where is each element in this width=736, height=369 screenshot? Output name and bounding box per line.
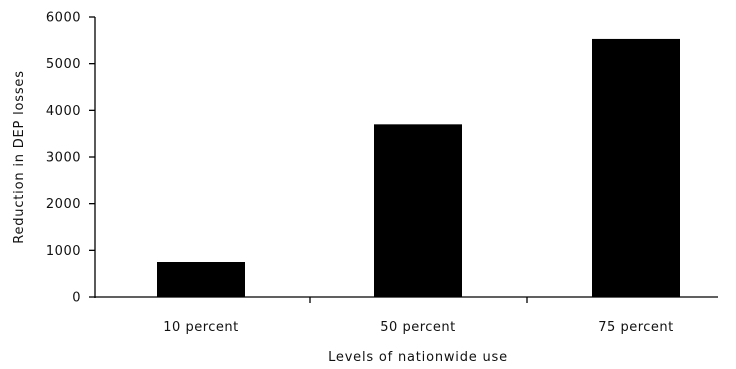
y-tick-label: 0 <box>72 291 81 306</box>
x-tick-label: 10 percent <box>163 320 238 335</box>
y-tick-label: 1000 <box>46 244 81 259</box>
y-tick-label: 3000 <box>46 151 81 166</box>
y-tick-label: 2000 <box>46 197 81 212</box>
y-tick-label: 4000 <box>46 104 81 119</box>
y-tick-label: 6000 <box>46 11 81 26</box>
y-tick-label: 5000 <box>46 57 81 72</box>
bars <box>157 38 680 297</box>
y-axis-label: Reduction in DEP losses <box>12 70 27 244</box>
x-axis: 10 percent 50 percent 75 percent <box>95 296 718 335</box>
y-axis: 0 1000 2000 3000 4000 5000 6000 <box>46 11 96 306</box>
x-axis-label: Levels of nationwide use <box>328 350 508 365</box>
x-tick-label: 75 percent <box>598 320 673 335</box>
bar-2 <box>374 124 462 297</box>
x-tick-label: 50 percent <box>380 320 455 335</box>
bar-3 <box>592 38 680 297</box>
bar-1 <box>157 262 245 297</box>
